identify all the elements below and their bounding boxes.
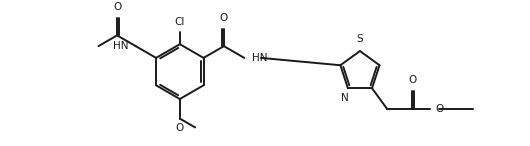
Text: S: S bbox=[357, 34, 363, 44]
Text: HN: HN bbox=[113, 41, 129, 51]
Text: N: N bbox=[341, 93, 349, 103]
Text: O: O bbox=[435, 104, 443, 114]
Text: O: O bbox=[176, 122, 184, 133]
Text: O: O bbox=[113, 2, 121, 12]
Text: O: O bbox=[220, 13, 228, 23]
Text: HN: HN bbox=[252, 53, 268, 63]
Text: Cl: Cl bbox=[175, 16, 185, 27]
Text: O: O bbox=[408, 75, 417, 85]
